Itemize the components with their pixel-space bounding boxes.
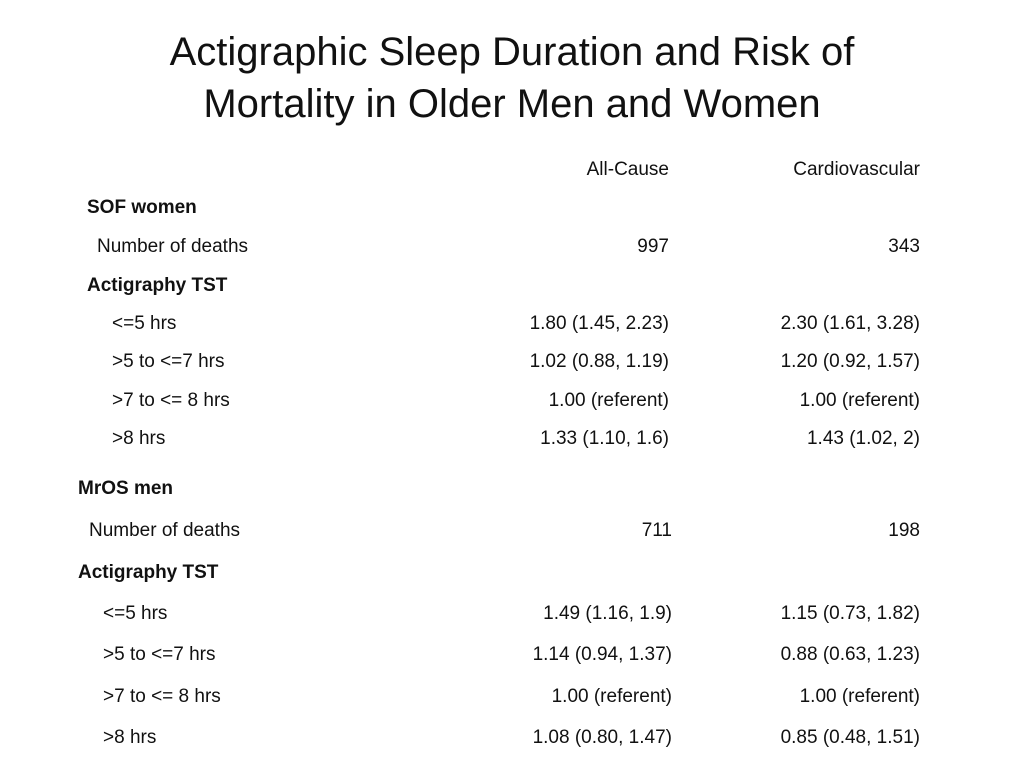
sof-deaths-label: Number of deaths	[97, 236, 249, 257]
sof-tst-heading: Actigraphy TST	[87, 275, 228, 296]
mros-row-all-cause: 1.49 (1.16, 1.9)	[543, 603, 672, 624]
mros-row-all-cause: 1.08 (0.80, 1.47)	[532, 727, 672, 748]
title-line-1: Actigraphic Sleep Duration and Risk of	[169, 30, 855, 74]
mros-row-label: >7 to <= 8 hrs	[103, 686, 221, 707]
mros-tst-heading: Actigraphy TST	[78, 562, 219, 583]
mros-deaths-label: Number of deaths	[89, 520, 241, 541]
column-header-all-cause: All-Cause	[586, 159, 669, 180]
mros-row-cardiovascular: 1.15 (0.73, 1.82)	[780, 603, 920, 624]
mros-row-cardiovascular: 0.88 (0.63, 1.23)	[780, 644, 920, 665]
column-header-cardiovascular: Cardiovascular	[793, 159, 920, 180]
mros-deaths-all-cause: 711	[641, 520, 672, 541]
sof-row-label: <=5 hrs	[112, 313, 177, 334]
mros-row-cardiovascular: 1.00 (referent)	[799, 686, 920, 707]
sof-row-all-cause: 1.33 (1.10, 1.6)	[540, 428, 669, 449]
sof-row-all-cause: 1.02 (0.88, 1.19)	[529, 351, 669, 372]
mros-row-all-cause: 1.00 (referent)	[551, 686, 672, 707]
sof-row-cardiovascular: 1.43 (1.02, 2)	[806, 428, 920, 449]
sof-row-cardiovascular: 1.20 (0.92, 1.57)	[780, 351, 920, 372]
sof-women-heading: SOF women	[87, 197, 197, 218]
mros-men-heading: MrOS men	[78, 478, 174, 499]
mros-row-label: <=5 hrs	[103, 603, 168, 624]
sof-row-all-cause: 1.00 (referent)	[548, 390, 669, 411]
mros-row-cardiovascular: 0.85 (0.48, 1.51)	[780, 727, 920, 748]
sof-row-cardiovascular: 2.30 (1.61, 3.28)	[780, 313, 920, 334]
sof-deaths-all-cause: 997	[637, 236, 669, 257]
sof-row-cardiovascular: 1.00 (referent)	[799, 390, 920, 411]
sof-row-all-cause: 1.80 (1.45, 2.23)	[529, 313, 669, 334]
sof-row-label: >7 to <= 8 hrs	[112, 390, 230, 411]
title-line-2: Mortality in Older Men and Women	[203, 82, 821, 126]
page-title: Actigraphic Sleep Duration and Risk of M…	[0, 26, 1024, 130]
sof-row-label: >8 hrs	[112, 428, 166, 449]
sof-row-label: >5 to <=7 hrs	[112, 351, 225, 372]
sof-deaths-cardiovascular: 343	[888, 236, 920, 257]
mros-row-label: >5 to <=7 hrs	[103, 644, 216, 665]
mros-row-label: >8 hrs	[103, 727, 157, 748]
mros-deaths-cardiovascular: 198	[888, 520, 920, 541]
mros-row-all-cause: 1.14 (0.94, 1.37)	[532, 644, 672, 665]
